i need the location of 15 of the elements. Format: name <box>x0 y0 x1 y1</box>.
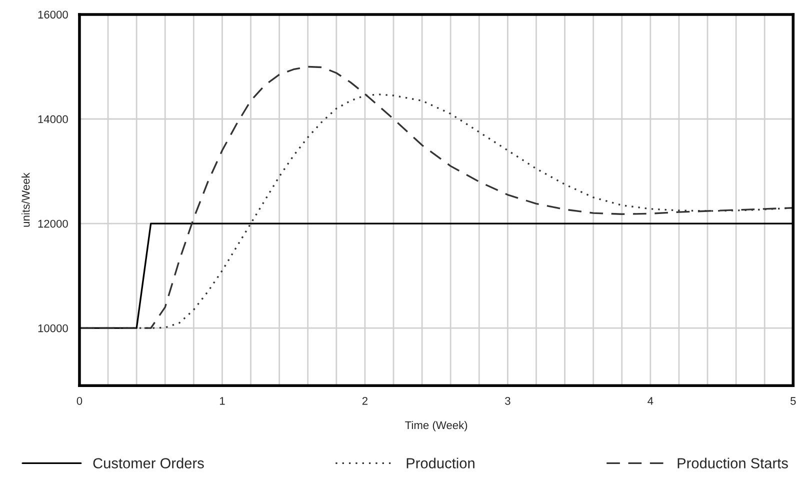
y-tick-label: 10000 <box>38 324 68 332</box>
legend-label: Production Starts <box>678 458 788 468</box>
x-tick-label: 1 <box>220 397 225 405</box>
x-tick-label: 5 <box>790 397 796 405</box>
y-axis-title: units/Week <box>22 172 30 227</box>
legend-label: Customer Orders <box>93 458 204 468</box>
legend-label: Production <box>406 458 474 468</box>
x-tick-label: 4 <box>648 397 654 405</box>
y-tick-label: 12000 <box>38 220 68 228</box>
y-tick-label: 16000 <box>38 10 68 19</box>
x-tick-label: 3 <box>505 397 510 405</box>
x-tick-label: 2 <box>362 397 368 405</box>
x-tick-label: 0 <box>76 397 82 405</box>
x-axis-title: Time (Week) <box>405 420 468 432</box>
y-tick-label: 14000 <box>38 115 68 124</box>
